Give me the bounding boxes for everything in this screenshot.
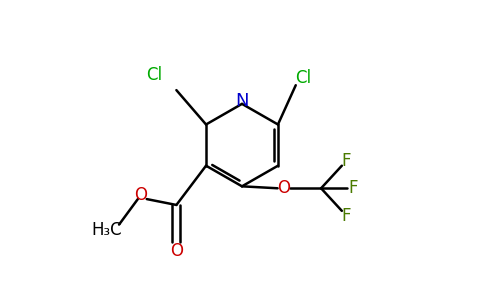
Text: N: N bbox=[235, 92, 249, 110]
Text: H₃C: H₃C bbox=[91, 221, 121, 239]
Text: O: O bbox=[134, 186, 147, 204]
Text: O: O bbox=[170, 242, 183, 260]
Text: O: O bbox=[277, 179, 290, 197]
Text: Cl: Cl bbox=[147, 66, 163, 84]
Text: F: F bbox=[341, 207, 350, 225]
Text: F: F bbox=[348, 179, 358, 197]
Text: F: F bbox=[341, 152, 350, 170]
Text: Cl: Cl bbox=[296, 69, 312, 87]
